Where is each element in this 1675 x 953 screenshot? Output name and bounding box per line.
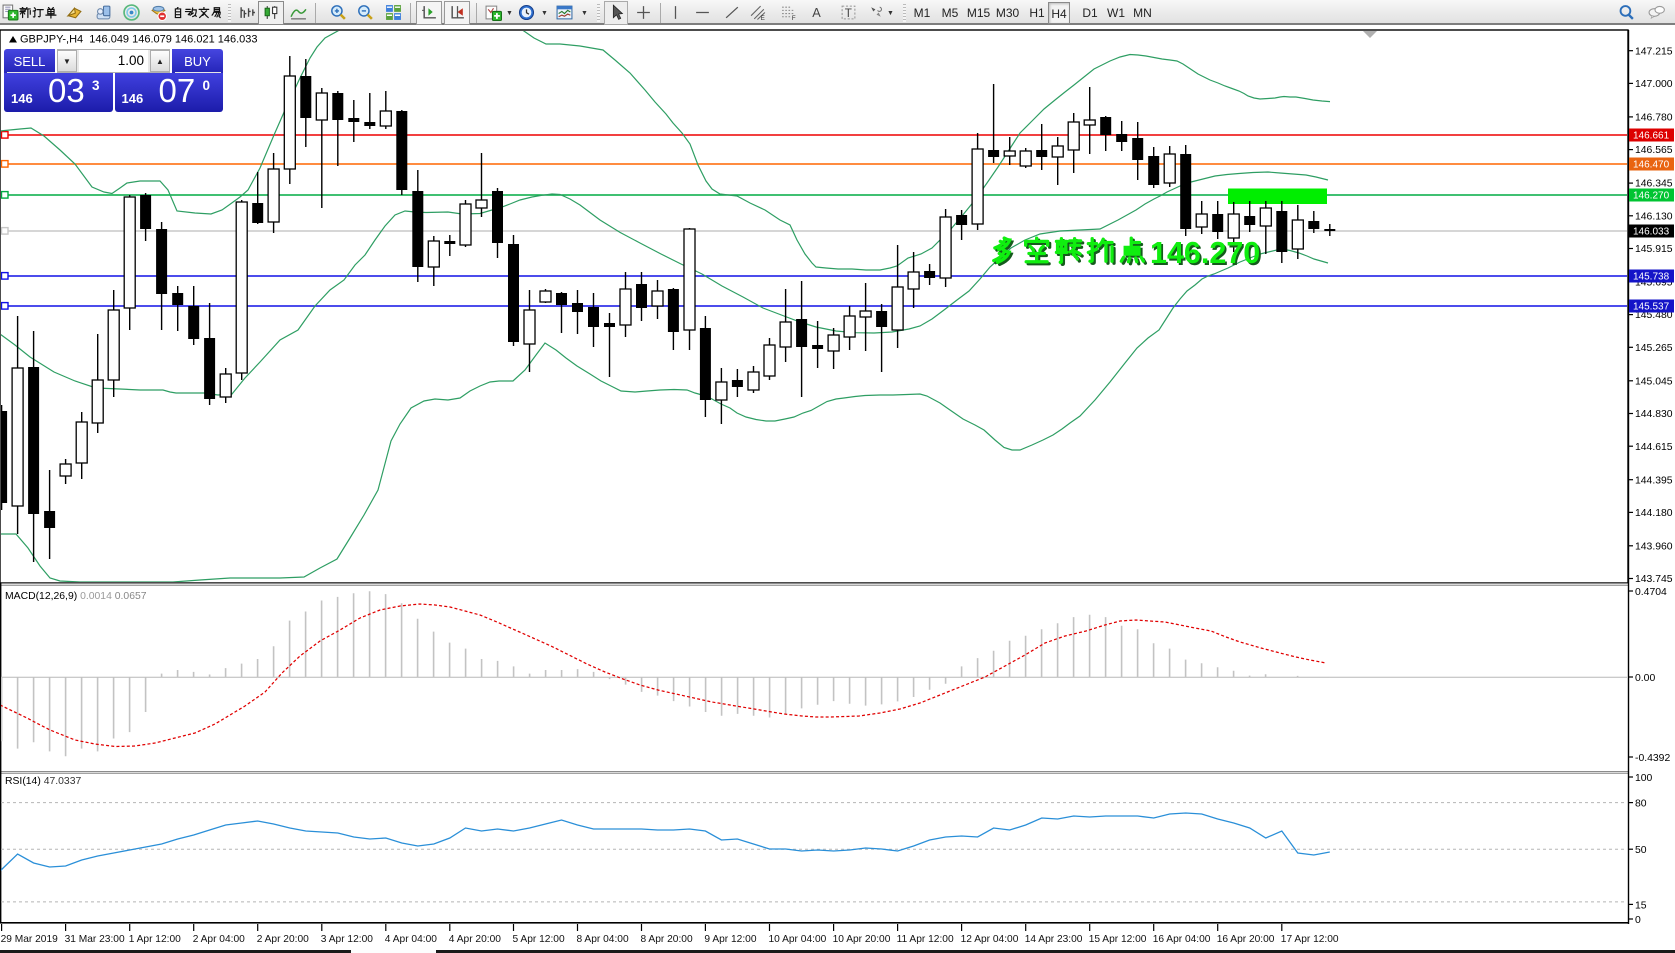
svg-text:31 Mar 23:00: 31 Mar 23:00 xyxy=(65,934,125,945)
svg-text:15 Apr 12:00: 15 Apr 12:00 xyxy=(1089,934,1147,945)
svg-text:14 Apr 23:00: 14 Apr 23:00 xyxy=(1025,934,1083,945)
svg-text:12 Apr 04:00: 12 Apr 04:00 xyxy=(961,934,1019,945)
svg-text:11 Apr 12:00: 11 Apr 12:00 xyxy=(897,934,954,945)
svg-text:16 Apr 04:00: 16 Apr 04:00 xyxy=(1153,934,1211,945)
svg-text:29 Mar 2019: 29 Mar 2019 xyxy=(1,934,59,945)
svg-text:146.033: 146.033 xyxy=(1633,227,1670,238)
svg-text:MACD(12,26,9) 0.0014 0.0657: MACD(12,26,9) 0.0014 0.0657 xyxy=(5,591,147,602)
svg-text:146.345: 146.345 xyxy=(1635,179,1673,190)
svg-text:146.470: 146.470 xyxy=(1633,160,1670,171)
svg-text:146.661: 146.661 xyxy=(1633,131,1670,142)
svg-text:A: A xyxy=(812,5,821,20)
svg-text:5 Apr 12:00: 5 Apr 12:00 xyxy=(513,934,565,945)
svg-text:-0.4392: -0.4392 xyxy=(1635,753,1670,764)
svg-text:80: 80 xyxy=(1635,799,1647,810)
svg-text:8 Apr 20:00: 8 Apr 20:00 xyxy=(641,934,693,945)
svg-text:146.270: 146.270 xyxy=(1150,236,1260,270)
svg-text:143.960: 143.960 xyxy=(1635,541,1673,552)
svg-text:147.215: 147.215 xyxy=(1635,46,1673,57)
svg-text:100: 100 xyxy=(1635,773,1653,784)
svg-text:143.745: 143.745 xyxy=(1635,574,1673,585)
svg-text:4 Apr 04:00: 4 Apr 04:00 xyxy=(385,934,437,945)
svg-text:145.537: 145.537 xyxy=(1633,302,1670,313)
svg-text:GBPJPY-,H4 146.049 146.079 14: GBPJPY-,H4 146.049 146.079 146.021 146.0… xyxy=(20,34,258,46)
svg-text:146.130: 146.130 xyxy=(1635,211,1673,222)
svg-text:0.00: 0.00 xyxy=(1635,673,1655,684)
svg-text:146.780: 146.780 xyxy=(1635,113,1673,124)
svg-text:144.615: 144.615 xyxy=(1635,442,1673,453)
svg-text:2 Apr 04:00: 2 Apr 04:00 xyxy=(193,934,245,945)
svg-text:15: 15 xyxy=(1635,900,1647,911)
svg-text:10 Apr 20:00: 10 Apr 20:00 xyxy=(833,934,891,945)
svg-text:146.565: 146.565 xyxy=(1635,145,1673,156)
svg-text:50: 50 xyxy=(1635,845,1647,856)
svg-text:145.738: 145.738 xyxy=(1633,272,1670,283)
svg-text:145.480: 145.480 xyxy=(1635,310,1673,321)
svg-text:147.000: 147.000 xyxy=(1635,79,1673,90)
svg-text:146.270: 146.270 xyxy=(1633,191,1670,202)
svg-text:16 Apr 20:00: 16 Apr 20:00 xyxy=(1217,934,1275,945)
svg-text:17 Apr 12:00: 17 Apr 12:00 xyxy=(1281,934,1339,945)
svg-text:0.4704: 0.4704 xyxy=(1635,587,1667,598)
svg-text:0: 0 xyxy=(1635,915,1641,926)
svg-text:144.180: 144.180 xyxy=(1635,508,1673,519)
svg-text:146.270: 146.270 xyxy=(1152,238,1262,272)
svg-text:8 Apr 04:00: 8 Apr 04:00 xyxy=(577,934,629,945)
svg-text:T: T xyxy=(845,7,852,20)
svg-text:3 Apr 12:00: 3 Apr 12:00 xyxy=(321,934,373,945)
svg-text:2 Apr 20:00: 2 Apr 20:00 xyxy=(257,934,309,945)
svg-text:F: F xyxy=(792,15,796,21)
svg-text:E: E xyxy=(761,15,765,21)
svg-text:144.395: 144.395 xyxy=(1635,475,1673,486)
svg-text:145.265: 145.265 xyxy=(1635,343,1673,354)
svg-text:1 Apr 12:00: 1 Apr 12:00 xyxy=(129,934,181,945)
svg-text:145.695: 145.695 xyxy=(1635,278,1673,289)
svg-text:145.915: 145.915 xyxy=(1635,244,1673,255)
svg-text:9 Apr 12:00: 9 Apr 12:00 xyxy=(704,934,756,945)
svg-text:10 Apr 04:00: 10 Apr 04:00 xyxy=(769,934,827,945)
svg-text:145.045: 145.045 xyxy=(1635,376,1673,387)
svg-text:RSI(14) 47.0337: RSI(14) 47.0337 xyxy=(5,776,81,787)
svg-text:144.830: 144.830 xyxy=(1635,409,1673,420)
svg-text:4 Apr 20:00: 4 Apr 20:00 xyxy=(449,934,501,945)
